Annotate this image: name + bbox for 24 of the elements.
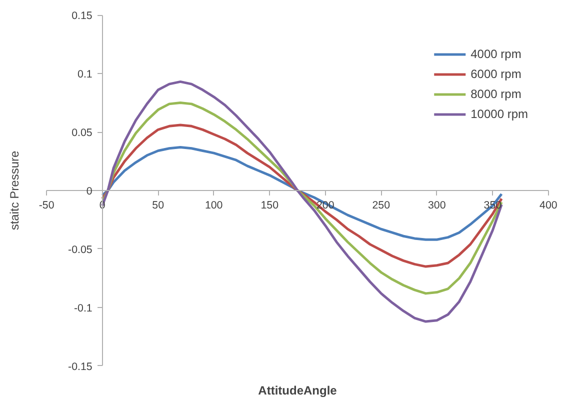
x-axis-title: AttitudeAngle — [258, 384, 338, 398]
x-tick-label: 50 — [152, 200, 164, 212]
line-series — [101, 124, 503, 268]
x-tick-label: 100 — [204, 200, 223, 212]
x-tick-label: 300 — [428, 200, 446, 212]
y-tick-label: 0.05 — [72, 127, 92, 140]
line-series — [101, 80, 503, 323]
y-tick-label: -0.15 — [68, 360, 92, 373]
x-tick-label: -50 — [38, 200, 54, 212]
line-series — [101, 146, 503, 241]
y-tick-label: 0 — [86, 186, 92, 198]
y-tick-label: -0.1 — [74, 302, 92, 314]
x-tick-label: 400 — [540, 200, 558, 212]
x-tick-label: 250 — [372, 200, 390, 212]
x-tick-label: 150 — [260, 200, 279, 212]
legend-label: 8000 rpm — [470, 87, 522, 101]
y-tick-label: -0.05 — [68, 244, 92, 256]
legend-label: 4000 rpm — [470, 47, 522, 61]
y-axis-title: staitc Pressure — [8, 150, 22, 230]
line-series — [101, 102, 503, 295]
legend-label: 10000 rpm — [470, 107, 528, 121]
y-tick-label: 0.1 — [78, 68, 92, 81]
legend-label: 6000 rpm — [470, 67, 522, 81]
y-tick-label: 0.15 — [72, 10, 92, 22]
